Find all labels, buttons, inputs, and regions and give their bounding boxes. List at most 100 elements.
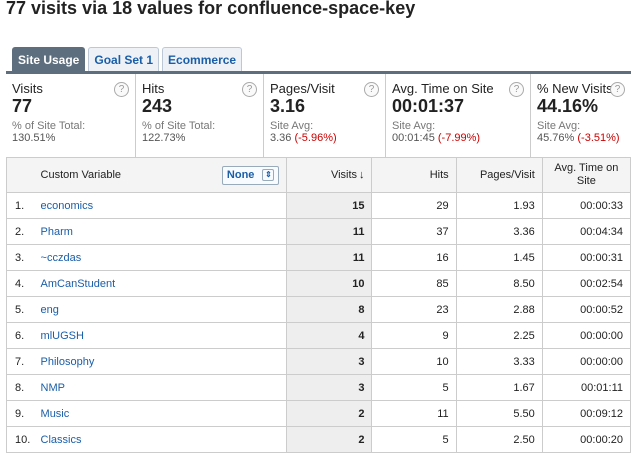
table-row: 4. AmCanStudent 10 85 8.50 00:02:54	[5, 270, 631, 297]
row-pages-per-visit: 2.50	[455, 426, 543, 453]
help-icon[interactable]: ?	[610, 82, 625, 97]
metric-value: 44.16%	[537, 96, 599, 116]
row-avg-time: 00:00:20	[541, 426, 631, 453]
row-visits: 15	[286, 192, 372, 219]
row-index: 8.	[5, 374, 35, 401]
metric-value: 00:01:37	[392, 96, 465, 116]
row-pages-per-visit: 2.25	[455, 322, 543, 349]
table-row: 6. mlUGSH 4 9 2.25 00:00:00	[5, 322, 631, 349]
header-hits[interactable]: Hits	[370, 157, 457, 193]
row-name-link[interactable]: economics	[40, 199, 94, 212]
header-index	[5, 157, 35, 193]
row-avg-time: 00:00:31	[541, 244, 631, 271]
row-hits: 85	[370, 270, 457, 297]
help-icon[interactable]: ?	[364, 82, 379, 97]
row-hits: 29	[370, 192, 457, 219]
row-pages-per-visit: 3.36	[455, 218, 543, 245]
metric-sub-label: % of Site Total:	[12, 120, 86, 132]
row-name-cell: economics	[34, 192, 288, 219]
metric-label: Hits	[142, 81, 165, 96]
row-name-cell: Pharm	[34, 218, 288, 245]
tab-goal-set-1[interactable]: Goal Set 1	[88, 47, 160, 72]
row-avg-time: 00:02:54	[541, 270, 631, 297]
tab-ecommerce[interactable]: Ecommerce	[162, 47, 243, 72]
row-index: 7.	[5, 348, 35, 375]
metric-sub-label: % of Site Total:	[142, 120, 216, 132]
row-pages-per-visit: 8.50	[455, 270, 543, 297]
help-icon[interactable]: ?	[509, 82, 524, 97]
metric-sub-value: 45.76% (-3.51%)	[537, 132, 620, 144]
row-name-cell: Music	[34, 400, 288, 427]
metric-sub-value: 3.36 (-5.96%)	[270, 132, 337, 144]
secondary-dimension-value: None	[226, 169, 255, 181]
row-name-link[interactable]: Philosophy	[40, 355, 95, 368]
row-hits: 5	[370, 426, 457, 453]
data-table: Custom Variable None ⇕ Visits ↓ Hits Page…	[5, 157, 631, 453]
row-visits: 8	[286, 296, 372, 323]
row-name-link[interactable]: Music	[40, 407, 70, 420]
help-icon[interactable]: ?	[242, 82, 257, 97]
metric-sub-label: Site Avg:	[537, 120, 581, 132]
header-visits[interactable]: Visits ↓	[286, 157, 372, 193]
row-pages-per-visit: 1.93	[455, 192, 543, 219]
row-index: 6.	[5, 322, 35, 349]
row-name-link[interactable]: AmCanStudent	[40, 277, 116, 290]
metric-sub-label: Site Avg:	[392, 120, 436, 132]
row-name-cell: eng	[34, 296, 288, 323]
row-pages-per-visit: 1.45	[455, 244, 543, 271]
row-name-cell: Classics	[34, 426, 288, 453]
row-index: 1.	[5, 192, 35, 219]
metric-value: 3.16	[270, 96, 306, 116]
metric-value: 77	[12, 96, 33, 116]
metric-label: Avg. Time on Site	[392, 81, 494, 96]
row-avg-time: 00:00:52	[541, 296, 631, 323]
row-name-link[interactable]: Pharm	[40, 225, 73, 238]
metric-label: Visits	[12, 81, 43, 96]
row-visits: 2	[286, 400, 372, 427]
table-row: 3. ~cczdas 11 16 1.45 00:00:31	[5, 244, 631, 271]
row-pages-per-visit: 3.33	[455, 348, 543, 375]
sort-down-icon: ↓	[359, 169, 365, 181]
row-name-link[interactable]: Classics	[40, 433, 82, 446]
row-avg-time: 00:00:00	[541, 322, 631, 349]
row-name-cell: mlUGSH	[34, 322, 288, 349]
header-pages-per-visit[interactable]: Pages/Visit	[455, 157, 543, 193]
tab-divider	[6, 71, 631, 74]
metric-pages-per-visit: Pages/Visit 3.16 Site Avg: 3.36 (-5.96%)…	[264, 74, 386, 157]
row-avg-time: 00:00:33	[541, 192, 631, 219]
row-avg-time: 00:09:12	[541, 400, 631, 427]
metric-sub-value: 00:01:45 (-7.99%)	[392, 132, 481, 144]
metric-new-visits: % New Visits 44.16% Site Avg: 45.76% (-3…	[531, 74, 631, 157]
row-name-link[interactable]: ~cczdas	[40, 251, 82, 264]
row-name-cell: AmCanStudent	[34, 270, 288, 297]
page-title: 77 visits via 18 values for confluence-s…	[6, 0, 416, 18]
row-name-link[interactable]: mlUGSH	[40, 329, 84, 342]
metric-sub-value: 122.73%	[142, 132, 186, 144]
row-visits: 3	[286, 348, 372, 375]
row-index: 5.	[5, 296, 35, 323]
header-custom-variable-label: Custom Variable	[40, 169, 122, 181]
metric-value: 243	[142, 96, 173, 116]
row-name-cell: Philosophy	[34, 348, 288, 375]
row-name-link[interactable]: eng	[40, 303, 59, 316]
secondary-dimension-select[interactable]: None ⇕	[221, 165, 280, 185]
row-hits: 23	[370, 296, 457, 323]
tab-site-usage[interactable]: Site Usage	[12, 47, 86, 72]
header-custom-variable: Custom Variable None ⇕	[34, 157, 288, 193]
row-hits: 37	[370, 218, 457, 245]
table-row: 9. Music 2 11 5.50 00:09:12	[5, 400, 631, 427]
row-index: 3.	[5, 244, 35, 271]
row-pages-per-visit: 5.50	[455, 400, 543, 427]
metric-visits: Visits 77 % of Site Total: 130.51% ?	[6, 74, 136, 157]
metrics-summary: Visits 77 % of Site Total: 130.51% ? Hit…	[6, 74, 631, 158]
row-name-link[interactable]: NMP	[40, 381, 65, 394]
row-avg-time: 00:01:11	[541, 374, 631, 401]
help-icon[interactable]: ?	[114, 82, 129, 97]
row-avg-time: 00:04:34	[541, 218, 631, 245]
metric-avg-time: Avg. Time on Site 00:01:37 Site Avg: 00:…	[386, 74, 531, 157]
header-avg-time[interactable]: Avg. Time on Site	[541, 157, 631, 193]
row-avg-time: 00:00:00	[541, 348, 631, 375]
row-index: 10.	[5, 426, 35, 453]
row-visits: 4	[286, 322, 372, 349]
row-name-cell: ~cczdas	[34, 244, 288, 271]
